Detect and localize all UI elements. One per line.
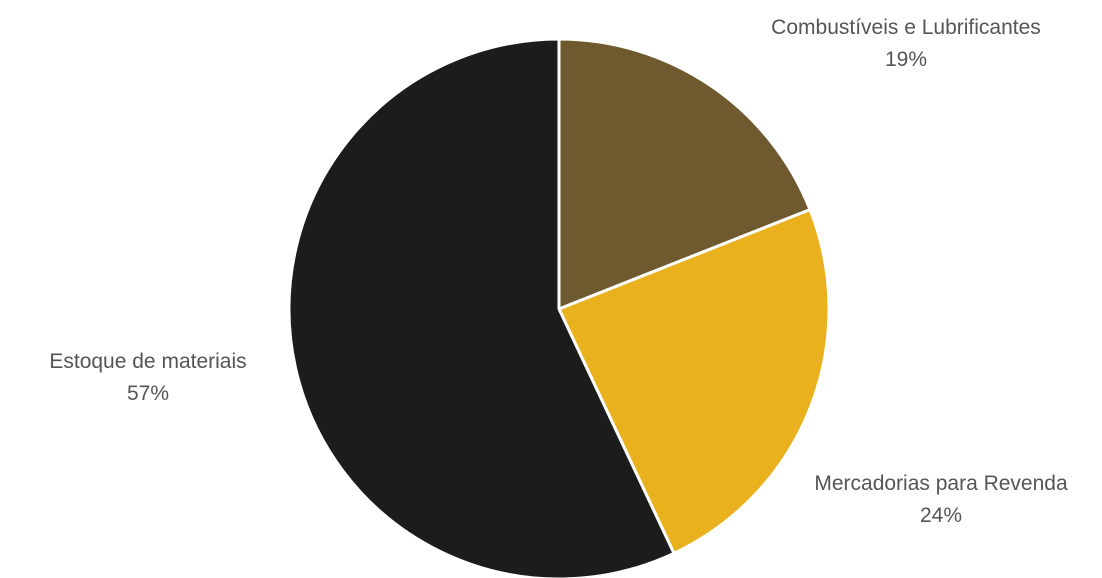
slice-label-percent-1: 19% (885, 48, 927, 71)
slice-label-percent-3: 57% (127, 382, 169, 405)
slice-label-name-2: Mercadorias para Revenda (814, 472, 1068, 495)
pie-slice-1 (557, 37, 812, 311)
slice-label-name-3: Estoque de materiais (49, 350, 246, 373)
pie-slice-2 (557, 208, 831, 555)
slice-label-name-1: Combustíveis e Lubrificantes (771, 16, 1041, 39)
pie-slices (287, 37, 831, 578)
slice-label-percent-2: 24% (920, 504, 962, 527)
pie-labels: Combustíveis e Lubrificantes 19% Mercadori… (49, 16, 1068, 527)
